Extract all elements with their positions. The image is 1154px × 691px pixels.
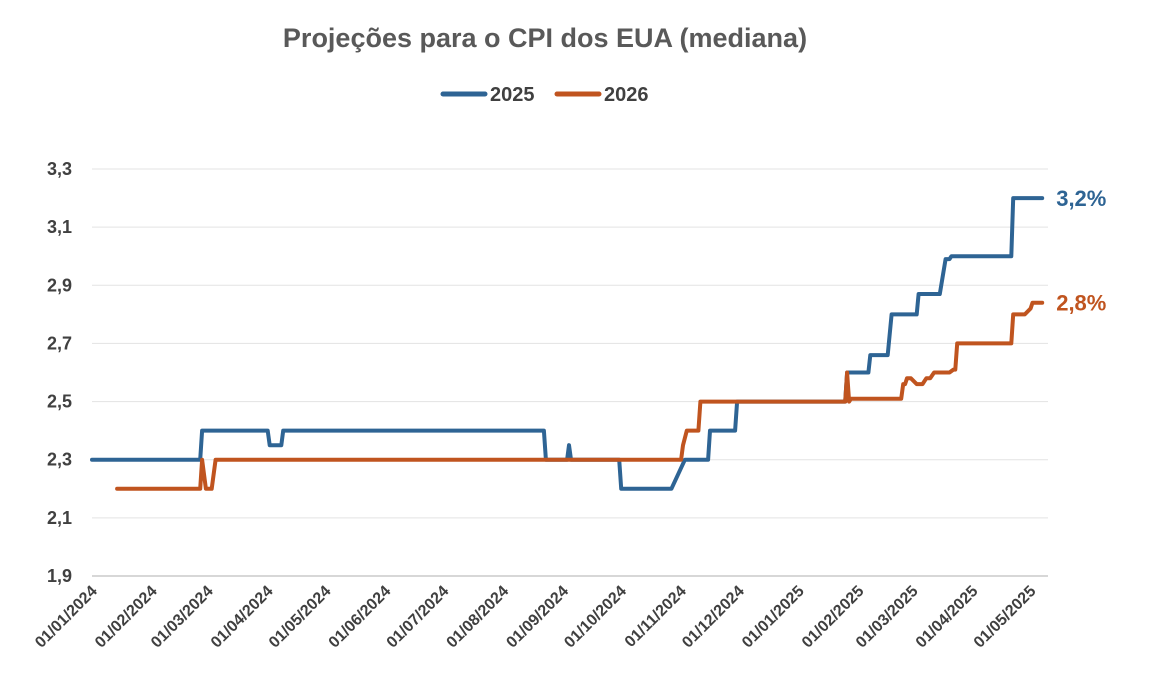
y-tick-label: 2,5 — [47, 392, 72, 412]
x-tick-label: 01/08/2024 — [444, 583, 513, 652]
series-line-2025 — [90, 196, 1045, 491]
series-line-2026 — [115, 300, 1045, 491]
y-axis-ticks: 1,9 2,1 2,3 2,5 2,7 2,9 3,1 3,3 — [47, 159, 72, 586]
y-tick-label: 3,1 — [47, 217, 72, 237]
x-tick-label: 01/05/2024 — [266, 583, 335, 652]
x-tick-label: 01/05/2025 — [971, 583, 1040, 652]
y-tick-label: 1,9 — [47, 566, 72, 586]
legend: 2025 2026 — [440, 84, 649, 106]
gridlines — [92, 168, 1048, 577]
series-lines — [90, 196, 1045, 491]
x-tick-label: 01/01/2024 — [32, 583, 101, 652]
y-tick-label: 2,9 — [47, 275, 72, 295]
chart-title: Projeções para o CPI dos EUA (mediana) — [283, 23, 807, 53]
y-tick-label: 2,1 — [47, 508, 72, 528]
end-label-2025: 3,2% — [1056, 186, 1106, 211]
y-tick-label: 3,3 — [47, 159, 72, 179]
y-tick-label: 2,7 — [47, 333, 72, 353]
x-tick-label: 01/10/2024 — [561, 583, 630, 652]
x-tick-label: 01/07/2024 — [384, 583, 453, 652]
legend-label-2026: 2026 — [604, 84, 649, 106]
x-tick-label: 01/01/2025 — [739, 583, 808, 652]
x-tick-label: 01/12/2024 — [679, 583, 748, 652]
legend-label-2025: 2025 — [490, 84, 535, 106]
end-label-2026: 2,8% — [1056, 291, 1106, 316]
x-axis-ticks: 01/01/202401/02/202401/03/202401/04/2024… — [32, 583, 1039, 652]
y-tick-label: 2,3 — [47, 450, 72, 470]
end-labels: 3,2% 2,8% — [1056, 186, 1106, 316]
